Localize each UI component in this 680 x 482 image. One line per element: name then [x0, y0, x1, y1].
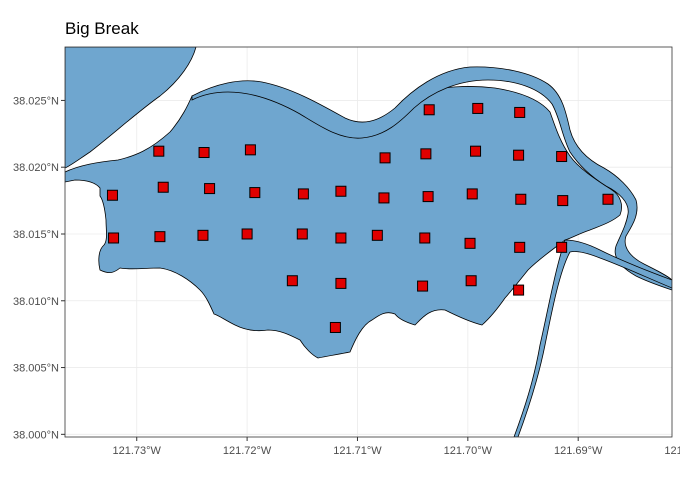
x-tick-label: 121.73°W — [113, 445, 162, 457]
sample-point-marker — [513, 149, 525, 161]
sample-point-marker — [515, 193, 527, 205]
sample-point-marker — [379, 152, 391, 164]
panel-border — [64, 46, 673, 438]
sample-point-marker — [514, 241, 526, 253]
map-title: Big Break — [65, 19, 139, 38]
sample-point-marker — [329, 321, 341, 333]
sample-point-marker — [241, 228, 253, 240]
sample-point-marker — [286, 275, 298, 287]
sample-point-marker — [602, 193, 614, 205]
river-channel-north — [191, 66, 672, 291]
sample-point-marker — [417, 280, 429, 292]
sample-point-marker — [371, 229, 383, 241]
sample-point-marker — [335, 232, 347, 244]
y-tick-label: 38.020°N — [13, 162, 59, 174]
y-tick-label: 38.015°N — [13, 229, 59, 241]
x-tick-label: 121.71°W — [333, 445, 382, 457]
sample-point-marker — [197, 229, 209, 241]
sample-point-marker — [464, 237, 476, 249]
sample-point-marker — [106, 189, 118, 201]
sample-point-marker — [470, 145, 482, 157]
sample-point-marker — [466, 188, 478, 200]
sample-point-marker — [335, 277, 347, 289]
y-tick-label: 38.005°N — [13, 363, 59, 375]
y-tick-label: 38.000°N — [13, 429, 59, 441]
sample-point-marker — [297, 188, 309, 200]
water-body-northwest — [65, 47, 197, 169]
sample-point-marker — [249, 187, 261, 199]
sample-point-marker — [153, 145, 165, 157]
axes: 121.73°W 121.72°W 121.71°W 121.70°W 121.69°W… — [13, 95, 680, 457]
sample-point-marker — [514, 106, 526, 118]
sample-point-marker — [557, 195, 569, 207]
sample-point-marker — [513, 284, 525, 296]
sample-point-marker — [108, 232, 120, 244]
sample-point-marker — [335, 185, 347, 197]
x-tick-label: 121.68°W — [664, 445, 680, 457]
sample-point-marker — [556, 241, 568, 253]
x-tick-label: 121.72°W — [223, 445, 272, 457]
sample-point-marker — [465, 275, 477, 287]
x-tick-label: 121.70°W — [444, 445, 493, 457]
sample-point-marker — [378, 192, 390, 204]
sample-point-marker — [296, 228, 308, 240]
sample-point-marker — [204, 183, 216, 195]
x-tick-label: 121.69°W — [554, 445, 603, 457]
y-tick-label: 38.010°N — [13, 296, 59, 308]
slough-channel-south — [513, 239, 672, 437]
sample-point-marker — [157, 181, 169, 193]
y-tick-label: 38.025°N — [13, 95, 59, 107]
sample-point-marker — [422, 191, 434, 203]
sample-points — [106, 102, 614, 333]
sample-point-marker — [472, 102, 484, 114]
sample-point-marker — [244, 144, 256, 156]
sample-point-marker — [154, 231, 166, 243]
sample-point-marker — [419, 232, 431, 244]
sample-point-marker — [198, 147, 210, 159]
sample-point-marker — [423, 104, 435, 116]
sample-point-marker — [556, 151, 568, 163]
sample-point-marker — [420, 148, 432, 160]
